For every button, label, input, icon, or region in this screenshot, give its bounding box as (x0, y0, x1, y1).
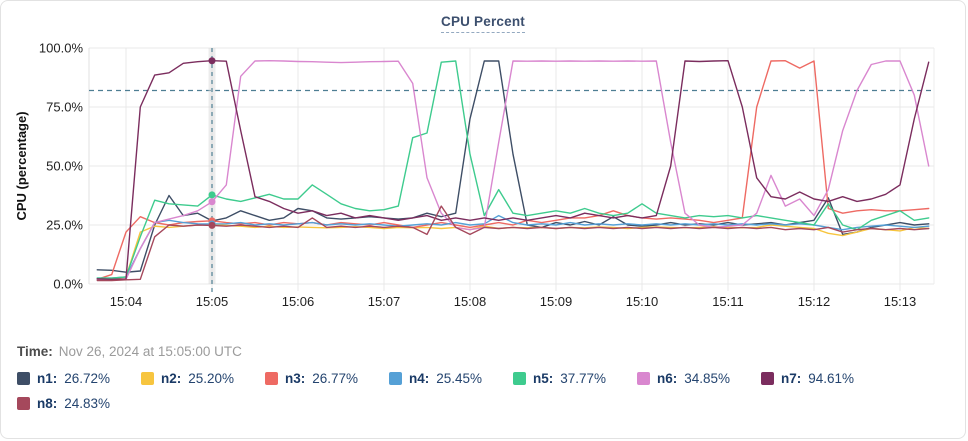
legend-series-name: n5: (533, 371, 554, 386)
legend-series-value: 34.85% (684, 371, 731, 386)
y-tick-label: 0.0% (53, 277, 83, 292)
legend-series-name: n6: (657, 371, 678, 386)
cursor-dot-n7 (208, 57, 216, 65)
legend-item-n7[interactable]: n7: 94.61% (761, 371, 885, 386)
chart-title-row: CPU Percent (1, 13, 965, 33)
y-tick-label: 50.0% (46, 159, 83, 174)
x-tick-label: 15:06 (282, 294, 315, 309)
x-tick-label: 15:10 (626, 294, 659, 309)
y-axis-title: CPU (percentage) (14, 111, 29, 220)
legend-swatch-n4 (389, 372, 402, 385)
cursor-dot-n6 (208, 198, 216, 206)
cpu-percent-chart[interactable]: 100.0% 75.0% 50.0% 25.0% 0.0% 15:04 15:05 15:06… (1, 39, 966, 315)
series-line-n4 (96, 214, 930, 279)
x-tick-label: 15:11 (712, 294, 744, 309)
y-tick-label: 100.0% (39, 41, 84, 56)
time-label: Time: (17, 344, 53, 359)
time-value: Nov 26, 2024 at 15:05:00 UTC (58, 344, 242, 359)
legend-series-name: n3: (285, 371, 306, 386)
legend-series-name: n7: (781, 371, 802, 386)
legend-series-name: n8: (37, 396, 58, 411)
legend-item-n3[interactable]: n3: 26.77% (265, 371, 389, 386)
legend-item-n6[interactable]: n6: 34.85% (637, 371, 761, 386)
legend-series-value: 25.20% (188, 371, 235, 386)
legend-swatch-n2 (141, 372, 154, 385)
legend-swatch-n7 (761, 372, 774, 385)
legend-swatch-n5 (513, 372, 526, 385)
x-tick-label: 15:07 (368, 294, 401, 309)
cursor-dot-n5 (208, 191, 216, 199)
legend-series-name: n4: (409, 371, 430, 386)
legend-series-value: 37.77% (560, 371, 607, 386)
legend-item-n5[interactable]: n5: 37.77% (513, 371, 637, 386)
x-tick-label: 15:05 (196, 294, 229, 309)
y-tick-label: 75.0% (46, 100, 83, 115)
legend-item-n4[interactable]: n4: 25.45% (389, 371, 513, 386)
series-line-n8 (96, 205, 930, 282)
cursor-dot-n8 (208, 221, 216, 229)
series-line-n7 (96, 60, 930, 281)
x-tick-label: 15:08 (454, 294, 487, 309)
y-tick-label: 25.0% (46, 218, 83, 233)
x-tick-label: 15:04 (110, 294, 143, 309)
legend-series-value: 26.72% (64, 371, 111, 386)
legend-swatch-n3 (265, 372, 278, 385)
cursor-time-row: Time: Nov 26, 2024 at 15:05:00 UTC (17, 344, 242, 359)
crosshair-band (208, 48, 216, 284)
x-tick-label: 15:13 (884, 294, 917, 309)
legend-swatch-n1 (17, 372, 30, 385)
x-tick-label: 15:12 (798, 294, 831, 309)
series-line-n1 (96, 60, 930, 273)
legend-series-name: n2: (161, 371, 182, 386)
x-tick-label: 15:09 (540, 294, 573, 309)
legend-series-value: 24.83% (64, 396, 111, 411)
chart-legend: n1: 26.72% n2: 25.20% n3: 26.77% n4: 25.45% n5: 3… (17, 371, 957, 411)
legend-item-n1[interactable]: n1: 26.72% (17, 371, 141, 386)
legend-series-value: 26.77% (312, 371, 359, 386)
legend-series-value: 94.61% (808, 371, 855, 386)
legend-swatch-n8 (17, 397, 30, 410)
legend-series-name: n1: (37, 371, 58, 386)
series-line-n5 (96, 60, 930, 279)
legend-item-n8[interactable]: n8: 24.83% (17, 396, 141, 411)
chart-title[interactable]: CPU Percent (441, 14, 525, 33)
legend-series-value: 25.45% (436, 371, 483, 386)
series-line-n6 (96, 60, 930, 281)
series-line-n2 (96, 223, 930, 281)
legend-swatch-n6 (637, 372, 650, 385)
legend-item-n2[interactable]: n2: 25.20% (141, 371, 265, 386)
series-line-n3 (96, 60, 930, 281)
